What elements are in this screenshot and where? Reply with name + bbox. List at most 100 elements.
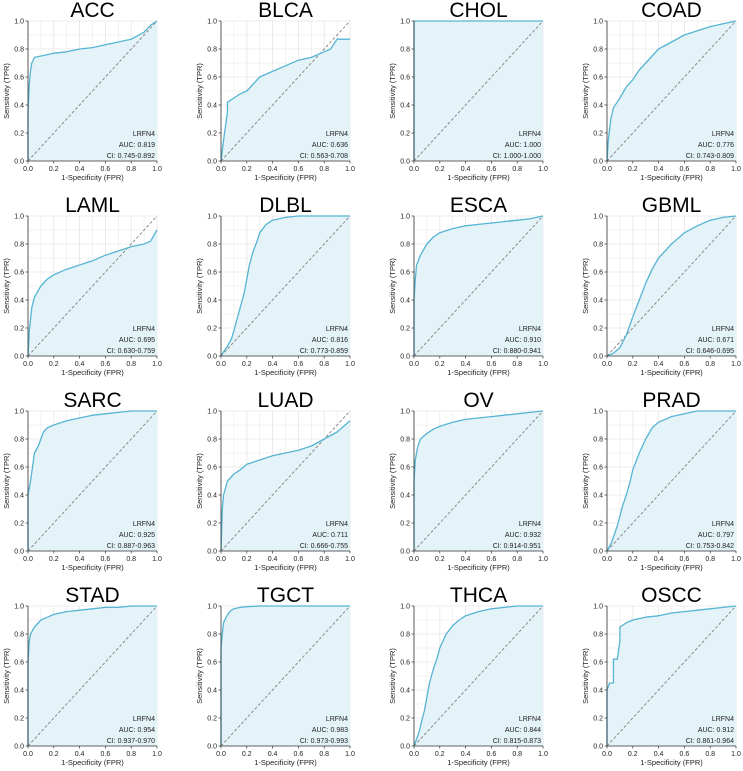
y-tick-label: 0.8 [14,242,24,249]
auc-label: AUC: 0.932 [505,532,541,539]
y-axis-label: Sensitivity (TPR) [2,648,11,704]
diagonal-reference-line [27,605,158,747]
y-tick-label: 0.0 [400,744,410,751]
x-tick-label: 0.2 [628,751,638,758]
x-tick-label: 0.4 [75,166,85,173]
x-tick-label: 0.6 [101,361,111,368]
ci-label: CI: 0.880-0.941 [493,348,541,355]
x-axis-label: 1-Specificity (FPR) [640,173,703,182]
x-tick-label: 0.2 [49,751,59,758]
y-axis-label: Sensitivity (TPR) [388,63,397,119]
x-axis-label: 1-Specificity (FPR) [447,173,510,182]
y-tick-label: 0.0 [593,744,603,751]
legend-gene-label: LRFN4 [133,131,155,138]
x-axis-label: 1-Specificity (FPR) [640,563,703,572]
y-axis-label: Sensitivity (TPR) [581,258,590,314]
y-tick-label: 0.8 [14,632,24,639]
x-tick-label: 0.4 [461,556,471,563]
y-tick-label: 0.2 [14,716,24,723]
x-axis-label: 1-Specificity (FPR) [447,758,510,767]
x-tick-label: 0.0 [216,556,226,563]
y-axis-label: Sensitivity (TPR) [195,63,204,119]
roc-curve [220,605,350,746]
x-tick-label: 0.0 [23,556,33,563]
y-tick-label: 1.0 [14,19,24,26]
x-tick-label: 0.2 [628,556,638,563]
y-tick-label: 0.6 [207,270,217,277]
y-axis-label: Sensitivity (TPR) [388,648,397,704]
roc-panel-tgct: TGCT 0.00.0 0.2 0.2 0.4 0.4 0.6 0.6 0.8 0.8 1.0 1.0… [195,584,355,767]
x-tick-label: 0.0 [216,751,226,758]
y-tick-label: 0.8 [400,47,410,54]
legend-gene-label: LRFN4 [712,326,734,333]
y-tick-label: 0.2 [593,716,603,723]
x-tick-label: 0.2 [435,166,445,173]
y-tick-label: 0.2 [400,326,410,333]
y-tick-label: 1.0 [14,604,24,611]
y-tick-label: 0.2 [400,131,410,138]
y-tick-label: 0.4 [207,103,217,110]
x-tick-label: 0.8 [705,751,715,758]
auc-label: AUC: 0.671 [698,337,734,344]
x-tick-label: 0.6 [487,556,497,563]
diagonal-reference-line [413,410,544,552]
y-tick-label: 0.0 [593,159,603,166]
ci-label: CI: 0.937-0.970 [107,738,155,745]
y-tick-label: 0.2 [207,521,217,528]
auc-label: AUC: 0.819 [119,142,155,149]
x-tick-label: 0.4 [268,361,278,368]
roc-panel-luad: LUAD 0.00.0 0.2 0.2 0.4 0.4 0.6 0.6 0.8 0.8 1.0 1.0… [195,389,355,572]
x-tick-label: 0.6 [680,556,690,563]
x-axis-label: 1-Specificity (FPR) [254,368,317,377]
y-tick-label: 0.4 [207,493,217,500]
x-tick-label: 0.6 [294,166,304,173]
y-tick-label: 0.0 [14,744,24,751]
x-tick-label: 0.8 [319,556,329,563]
auc-label: AUC: 0.776 [698,142,734,149]
auc-label: AUC: 0.844 [505,727,541,734]
x-axis-label: 1-Specificity (FPR) [254,758,317,767]
x-tick-label: 0.0 [216,166,226,173]
roc-panel-coad: COAD 0.00.0 0.2 0.2 0.4 0.4 0.6 0.6 0.8 0.8 1.0 1.0… [581,0,741,182]
x-tick-label: 0.8 [126,361,136,368]
x-tick-label: 0.4 [75,556,85,563]
x-tick-label: 0.0 [602,361,612,368]
legend-gene-label: LRFN4 [519,521,541,528]
y-tick-label: 0.6 [14,75,24,82]
legend-gene-label: LRFN4 [519,131,541,138]
y-tick-label: 0.0 [207,159,217,166]
y-tick-label: 0.0 [14,354,24,361]
x-tick-label: 0.6 [487,166,497,173]
diagonal-reference-line [413,20,544,162]
y-tick-label: 1.0 [593,604,603,611]
y-tick-label: 0.6 [400,75,410,82]
y-tick-label: 0.2 [14,326,24,333]
panel-title: THCA [450,584,507,607]
y-tick-label: 0.0 [593,549,603,556]
y-tick-label: 0.2 [593,326,603,333]
diagonal-reference-line [220,605,351,747]
legend-gene-label: LRFN4 [133,716,155,723]
y-tick-label: 0.6 [593,660,603,667]
roc-panel-acc: ACC 0.00.0 0.2 0.2 0.4 0.4 0.6 0.6 0.8 0.8 1.0 1.0 1… [2,0,162,182]
y-axis-label: Sensitivity (TPR) [581,648,590,704]
x-tick-label: 0.8 [705,556,715,563]
auc-label: AUC: 1.000 [505,142,541,149]
x-tick-label: 0.8 [512,556,522,563]
diagonal-reference-line [27,20,158,162]
y-axis-label: Sensitivity (TPR) [581,453,590,509]
y-tick-label: 0.8 [14,437,24,444]
y-axis-label: Sensitivity (TPR) [388,258,397,314]
x-tick-label: 0.2 [49,361,59,368]
roc-panel-ov: OV 0.00.0 0.2 0.2 0.4 0.4 0.6 0.6 0.8 0.8 1.0 1.0 1-… [388,389,548,572]
panel-title: PRAD [642,389,700,412]
x-axis-label: 1-Specificity (FPR) [254,563,317,572]
y-tick-label: 0.2 [207,131,217,138]
roc-curve [27,605,157,746]
x-tick-label: 0.6 [680,166,690,173]
auc-label: AUC: 0.711 [312,532,348,539]
roc-panel-thca: THCA 0.00.0 0.2 0.2 0.4 0.4 0.6 0.6 0.8 0.8 1.0 1.0… [388,584,548,767]
x-tick-label: 1.0 [345,556,355,563]
x-tick-label: 0.6 [101,556,111,563]
ci-label: CI: 0.861-0.964 [686,738,734,745]
